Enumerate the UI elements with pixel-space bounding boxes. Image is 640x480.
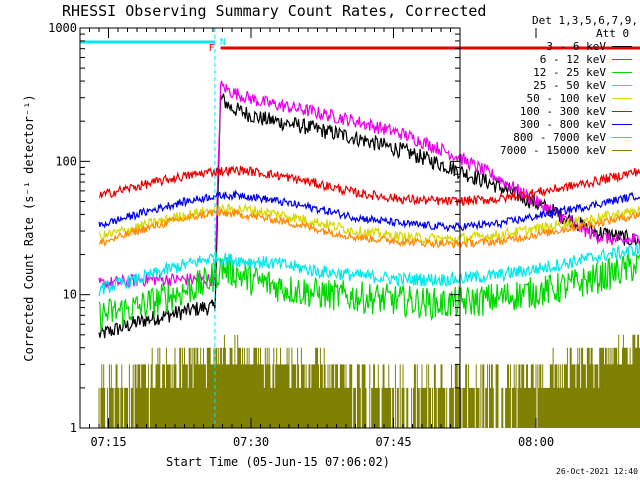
legend-swatch: [612, 46, 632, 47]
legend-label: 6 - 12 keV: [539, 53, 606, 66]
x-tick-label: 07:15: [90, 435, 126, 449]
series-line-7: [98, 207, 640, 249]
series-line-2: [98, 253, 640, 331]
attenuator-info: Att 0: [596, 27, 630, 40]
legend-label: 25 - 50 keV: [533, 79, 606, 92]
series-line-5: [98, 165, 640, 206]
series-line-8: [98, 334, 640, 428]
x-tick-label: 07:30: [233, 435, 269, 449]
y-tick-label: 1000: [48, 21, 77, 35]
y-tick-label: 10: [63, 288, 77, 302]
legend-swatch: [612, 111, 632, 112]
legend-label: 7000 - 15000 keV: [500, 144, 606, 157]
timestamp: 26-Oct-2021 12:40: [556, 467, 638, 476]
legend-label: 50 - 100 keV: [526, 92, 606, 105]
legend-entry: 800 - 7000 keV: [476, 131, 636, 144]
legend-entry: 300 - 800 keV: [476, 118, 636, 131]
legend-label: 100 - 300 keV: [519, 105, 606, 118]
legend-label: 3 - 6 keV: [546, 40, 606, 53]
x-tick-label: 07:45: [375, 435, 411, 449]
legend-entry: 7000 - 15000 keV: [476, 144, 636, 157]
legend-entry: 6 - 12 keV: [476, 53, 636, 66]
legend-entry: 100 - 300 keV: [476, 105, 636, 118]
legend-label: 800 - 7000 keV: [513, 131, 606, 144]
x-axis-label: Start Time (05-Jun-15 07:06:02): [166, 455, 390, 469]
legend-swatch: [612, 150, 632, 151]
legend-entry: 3 - 6 keV: [476, 40, 636, 53]
chart-title: RHESSI Observing Summary Count Rates, Co…: [62, 2, 487, 20]
series-line-0: [98, 93, 640, 339]
flare-label: F: [209, 43, 215, 54]
series-line-6: [98, 189, 640, 233]
legend-label: 300 - 800 keV: [519, 118, 606, 131]
legend-swatch: [612, 124, 632, 125]
legend-entry: 50 - 100 keV: [476, 92, 636, 105]
series-line-1: [98, 80, 640, 290]
detector-info: Det 1,3,5,6,7,9,: [532, 14, 638, 27]
legend-swatch: [612, 98, 632, 99]
legend-swatch: [612, 59, 632, 60]
x-tick-label: 08:00: [518, 435, 554, 449]
legend-swatch: [612, 72, 632, 73]
legend-swatch: [612, 137, 632, 138]
y-axis-label: Corrected Count Rate (s⁻¹ detector⁻¹): [22, 94, 36, 361]
series-line-3: [98, 243, 640, 296]
legend-entry: 25 - 50 keV: [476, 79, 636, 92]
y-tick-label: 1: [70, 421, 77, 435]
night-label: N: [220, 37, 226, 48]
y-tick-label: 100: [55, 154, 77, 168]
legend-swatch: [612, 85, 632, 86]
legend-entry: 12 - 25 keV: [476, 66, 636, 79]
legend-label: 12 - 25 keV: [533, 66, 606, 79]
